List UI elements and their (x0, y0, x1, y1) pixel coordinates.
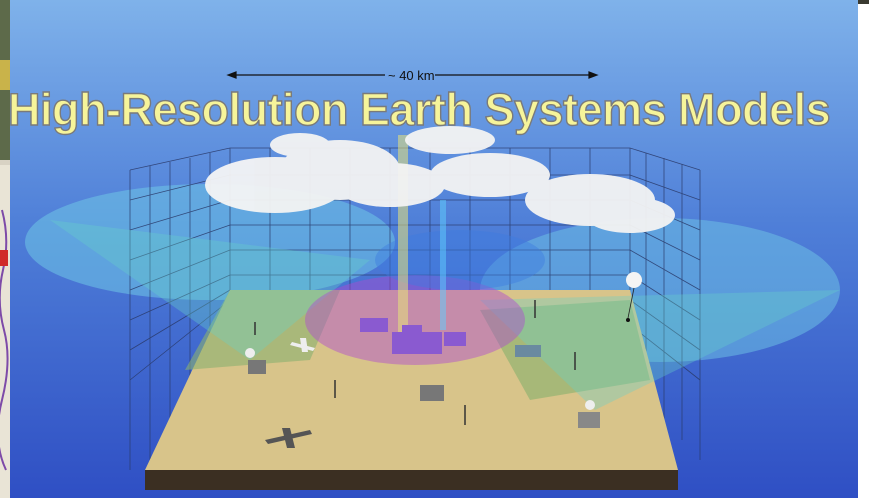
terrain-patch-green (185, 290, 340, 370)
cloud (430, 153, 550, 197)
instrument-building (420, 385, 444, 401)
scale-label: ~ 40 km (388, 68, 435, 83)
terrain-patch-green-2 (480, 300, 650, 400)
lidar-beam-2 (440, 200, 446, 330)
instrument-building (360, 318, 466, 354)
earth-system-illustration (25, 71, 840, 490)
scale-arrow (226, 71, 599, 79)
radar-scan-purple (305, 275, 525, 365)
adjacent-slide-strip (0, 0, 12, 498)
sensor-dome (245, 348, 255, 358)
radar-cone-right (480, 290, 840, 410)
terrain-side (145, 470, 678, 490)
instrument-building (578, 412, 600, 428)
aircraft (290, 338, 315, 352)
weather-balloon (626, 272, 642, 288)
aircraft (265, 428, 312, 448)
instrument-building (248, 360, 266, 374)
slide-canvas (10, 0, 858, 498)
radar-cone-left (50, 220, 370, 360)
lidar-beam (398, 135, 408, 335)
grid-wall-left (129, 147, 231, 470)
cloud-cluster (205, 126, 675, 233)
balloon-tether (627, 287, 635, 319)
sensor-dome (585, 400, 595, 410)
radar-scan-blue (375, 230, 545, 290)
slide-title: High-Resolution Earth Systems Models (7, 83, 831, 135)
instrument-building (515, 345, 541, 357)
sensor-mast (254, 300, 576, 425)
